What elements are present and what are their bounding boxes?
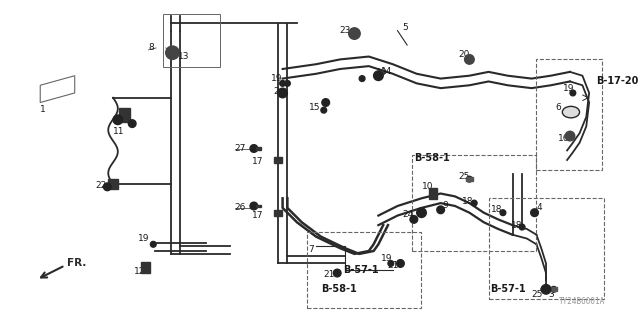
Circle shape bbox=[541, 286, 547, 292]
Circle shape bbox=[349, 28, 360, 39]
Circle shape bbox=[388, 260, 394, 266]
Text: 21: 21 bbox=[387, 261, 398, 270]
Circle shape bbox=[104, 183, 111, 191]
Circle shape bbox=[570, 90, 576, 96]
Text: 17: 17 bbox=[252, 157, 264, 166]
Bar bbox=[274, 157, 282, 163]
Text: 18: 18 bbox=[490, 205, 502, 214]
Text: 1: 1 bbox=[40, 105, 46, 114]
Text: 10: 10 bbox=[422, 182, 433, 191]
Text: 16: 16 bbox=[557, 134, 569, 143]
Text: FR.: FR. bbox=[67, 259, 86, 268]
Circle shape bbox=[280, 81, 285, 86]
Text: 19: 19 bbox=[563, 84, 575, 93]
Bar bbox=[108, 179, 118, 189]
Text: 21: 21 bbox=[324, 270, 335, 279]
Circle shape bbox=[150, 241, 156, 247]
Text: 20: 20 bbox=[458, 50, 469, 59]
Text: 5: 5 bbox=[403, 23, 408, 32]
Circle shape bbox=[322, 99, 330, 106]
Circle shape bbox=[531, 209, 538, 217]
Circle shape bbox=[500, 210, 506, 216]
Bar bbox=[536, 60, 602, 170]
Circle shape bbox=[541, 284, 551, 294]
Circle shape bbox=[465, 55, 474, 64]
Circle shape bbox=[166, 46, 179, 60]
Bar bbox=[163, 14, 220, 67]
Bar bbox=[119, 108, 131, 122]
Text: 22: 22 bbox=[96, 181, 107, 190]
Bar bbox=[466, 177, 473, 181]
Bar bbox=[429, 188, 437, 199]
Text: B-17-20: B-17-20 bbox=[596, 76, 638, 86]
Circle shape bbox=[467, 176, 472, 182]
Text: 11: 11 bbox=[113, 127, 125, 136]
Bar bbox=[274, 210, 282, 216]
Text: 13: 13 bbox=[178, 52, 189, 61]
Text: 18: 18 bbox=[461, 197, 473, 206]
Text: TY24B6001A: TY24B6001A bbox=[559, 297, 605, 306]
Text: 26: 26 bbox=[235, 204, 246, 212]
Circle shape bbox=[285, 81, 291, 86]
Circle shape bbox=[437, 206, 445, 214]
Bar bbox=[541, 287, 547, 291]
Circle shape bbox=[250, 202, 258, 210]
Text: 25: 25 bbox=[458, 172, 469, 181]
Text: 15: 15 bbox=[308, 103, 320, 112]
Circle shape bbox=[129, 120, 136, 127]
Circle shape bbox=[333, 269, 341, 277]
Text: 23: 23 bbox=[339, 26, 351, 35]
Text: B-57-1: B-57-1 bbox=[490, 284, 526, 294]
Text: 25: 25 bbox=[532, 290, 543, 299]
Bar bbox=[256, 147, 261, 150]
Bar bbox=[307, 232, 422, 308]
Text: B-58-1: B-58-1 bbox=[414, 153, 449, 163]
Bar bbox=[141, 261, 150, 273]
Text: 19: 19 bbox=[381, 254, 393, 263]
Bar bbox=[550, 287, 557, 291]
Circle shape bbox=[519, 224, 525, 230]
Text: 17: 17 bbox=[252, 211, 264, 220]
Ellipse shape bbox=[563, 106, 580, 118]
Text: 18: 18 bbox=[511, 221, 522, 230]
Text: 7: 7 bbox=[308, 244, 314, 253]
Text: 19: 19 bbox=[271, 74, 283, 83]
Bar bbox=[256, 204, 261, 207]
Circle shape bbox=[374, 71, 383, 81]
Circle shape bbox=[397, 260, 404, 267]
Circle shape bbox=[250, 145, 258, 152]
Circle shape bbox=[278, 88, 287, 98]
Text: 6: 6 bbox=[556, 103, 561, 112]
Circle shape bbox=[417, 208, 426, 218]
Text: 2: 2 bbox=[273, 86, 278, 96]
Text: 24: 24 bbox=[403, 210, 413, 219]
Text: B-58-1: B-58-1 bbox=[321, 284, 356, 294]
Bar bbox=[488, 198, 604, 299]
Text: B-57-1: B-57-1 bbox=[343, 265, 379, 275]
Text: 4: 4 bbox=[536, 204, 542, 212]
Text: 12: 12 bbox=[134, 267, 145, 276]
Text: 14: 14 bbox=[381, 68, 392, 76]
Bar bbox=[412, 155, 536, 251]
Circle shape bbox=[113, 115, 123, 124]
Circle shape bbox=[410, 216, 418, 223]
Circle shape bbox=[565, 131, 575, 141]
Text: 19: 19 bbox=[138, 234, 150, 243]
Circle shape bbox=[471, 200, 477, 206]
Circle shape bbox=[359, 76, 365, 82]
Text: 8: 8 bbox=[148, 44, 154, 52]
Text: 19: 19 bbox=[376, 68, 387, 77]
Circle shape bbox=[551, 286, 557, 292]
Text: 27: 27 bbox=[235, 144, 246, 153]
Circle shape bbox=[321, 107, 326, 113]
Text: 3: 3 bbox=[548, 290, 554, 299]
Text: 9: 9 bbox=[443, 201, 449, 210]
